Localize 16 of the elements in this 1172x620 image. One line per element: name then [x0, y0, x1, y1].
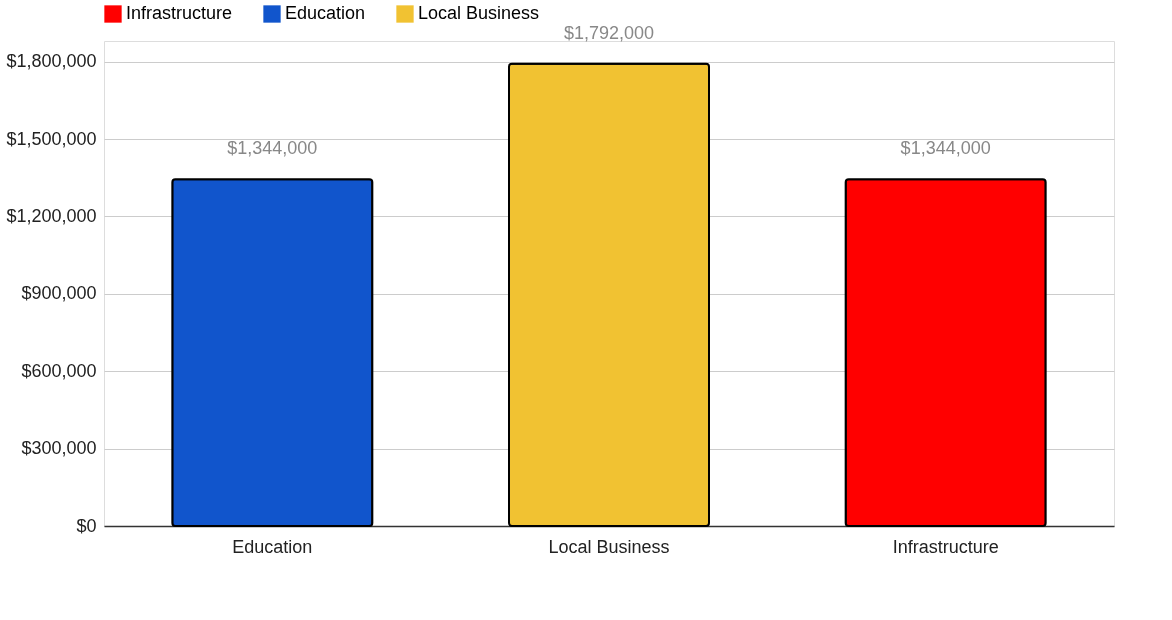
legend-label: Infrastructure [126, 3, 233, 23]
y-tick-label: $900,000 [21, 283, 97, 304]
x-tick-label: Local Business [548, 536, 670, 557]
y-tick-label: $600,000 [21, 360, 97, 381]
y-tick-label: $1,500,000 [6, 128, 97, 149]
legend-label: Education [285, 3, 366, 23]
legend-label: Local Business [418, 3, 540, 23]
y-tick-label: $0 [76, 515, 97, 536]
total-label: $1,792,000 [563, 22, 655, 43]
x-tick-label: Infrastructure [892, 536, 999, 557]
total-label: $1,344,000 [227, 138, 318, 159]
total-label: $1,344,000 [900, 138, 991, 159]
y-tick-label: $1,200,000 [6, 205, 97, 226]
x-tick-label: Education [232, 536, 313, 557]
y-tick-label: $300,000 [21, 438, 97, 459]
y-tick-label: $1,800,000 [6, 51, 97, 72]
